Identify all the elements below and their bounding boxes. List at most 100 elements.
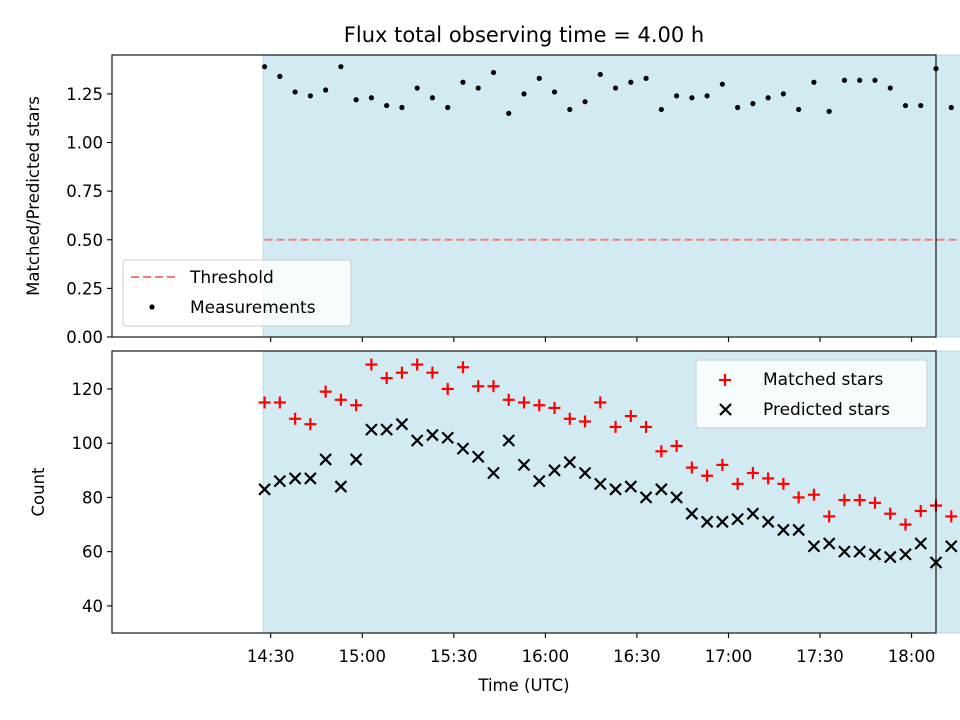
measurement-point xyxy=(521,91,527,97)
matched-point xyxy=(304,418,317,431)
xtick-label: 17:00 xyxy=(705,647,753,666)
measurement-point xyxy=(445,104,451,111)
matched-point xyxy=(807,488,820,501)
matched-point xyxy=(731,477,744,490)
matched-point xyxy=(640,420,653,433)
measurement-point xyxy=(948,104,954,111)
measurement-point xyxy=(597,71,603,78)
predicted-point xyxy=(594,477,607,491)
predicted-point xyxy=(807,539,821,553)
matched-point xyxy=(594,396,607,409)
top-ytick-label: 0.25 xyxy=(66,279,103,298)
matched-point xyxy=(762,472,775,485)
predicted-point xyxy=(777,523,790,537)
matched-point xyxy=(838,494,851,507)
measurement-point xyxy=(475,85,481,91)
matched-point xyxy=(655,445,668,458)
matched-point xyxy=(579,415,592,428)
legend-matched-swatch xyxy=(719,374,731,386)
measurement-point xyxy=(857,77,863,83)
matched-point xyxy=(548,401,561,414)
measurement-point xyxy=(307,93,313,99)
matched-point xyxy=(395,366,408,379)
predicted-point xyxy=(334,480,348,493)
matched-point xyxy=(319,385,332,398)
measurement-point xyxy=(460,79,466,85)
measurement-point xyxy=(704,93,710,99)
measurement-point xyxy=(612,85,619,91)
matched-point xyxy=(670,439,683,452)
matched-point xyxy=(716,458,729,471)
matched-point xyxy=(258,396,271,409)
measurement-point xyxy=(887,85,893,91)
predicted-point xyxy=(655,483,668,496)
measurement-point xyxy=(719,81,725,87)
predicted-point xyxy=(914,537,928,550)
predicted-point xyxy=(838,545,851,558)
matched-point xyxy=(487,380,500,393)
predicted-point xyxy=(365,423,378,436)
top-legend-box xyxy=(122,259,352,327)
xtick-label: 15:00 xyxy=(338,647,386,666)
predicted-point xyxy=(349,453,363,466)
measurement-points xyxy=(261,64,954,116)
legend-predicted-swatch xyxy=(719,403,732,416)
legend-threshold-label: Threshold xyxy=(189,268,274,288)
predicted-point xyxy=(868,548,882,561)
measurement-point xyxy=(582,99,588,105)
top-ytick-label: 0.75 xyxy=(66,182,103,201)
predicted-point xyxy=(578,466,592,480)
matched-point xyxy=(914,504,927,517)
top-panel: 0.00 0.25 0.50 0.75 1.00 1.25 Matched/Predict… xyxy=(24,54,960,347)
measurement-point xyxy=(536,75,542,81)
bottom-ytick-label: 40 xyxy=(82,597,103,616)
measurement-point xyxy=(353,97,359,103)
measurement-point xyxy=(872,77,878,83)
measurement-point xyxy=(750,101,756,107)
x-axis-label: Time (UTC) xyxy=(477,676,569,695)
predicted-point xyxy=(716,515,729,529)
predicted-point xyxy=(700,515,714,529)
matched-point xyxy=(609,420,622,433)
predicted-point xyxy=(441,431,454,445)
matched-point xyxy=(365,358,378,371)
measurement-point xyxy=(735,104,741,111)
bottom-x-ticks: 14:30 15:00 15:30 16:00 16:30 17:00 17:30 18:00… xyxy=(247,633,936,666)
predicted-point xyxy=(258,483,271,496)
measurement-point xyxy=(414,85,420,91)
top-ytick-label: 0.00 xyxy=(66,328,103,347)
matched-point xyxy=(456,361,469,374)
bottom-panel: 40 60 80 100 120 14:30 15:00 15:30 16:00 16:30 17… xyxy=(29,350,960,695)
legend-matched-label: Matched stars xyxy=(763,370,883,390)
top-ytick-label: 1.00 xyxy=(66,134,103,153)
matched-point xyxy=(380,372,393,385)
matched-point xyxy=(289,412,302,425)
xtick-label: 16:00 xyxy=(522,647,570,666)
predicted-point xyxy=(624,480,638,493)
bottom-y-axis-label: Count xyxy=(29,467,48,517)
predicted-point xyxy=(822,537,836,550)
count-points xyxy=(258,358,958,569)
predicted-point xyxy=(380,423,393,436)
matched-point xyxy=(533,399,546,412)
predicted-point xyxy=(548,464,561,477)
bottom-ytick-label: 60 xyxy=(82,543,103,562)
measurement-point xyxy=(292,89,298,95)
legend-measurements-label: Measurements xyxy=(190,298,316,318)
predicted-point xyxy=(746,507,760,520)
predicted-point xyxy=(532,474,546,488)
matched-point xyxy=(884,507,897,520)
predicted-point xyxy=(288,472,302,485)
matched-point xyxy=(899,518,912,531)
matched-point xyxy=(701,469,714,482)
bottom-ytick-label: 120 xyxy=(72,380,104,399)
bottom-legend: Matched stars Predicted stars xyxy=(695,359,928,429)
xtick-label: 15:30 xyxy=(430,647,478,666)
predicted-point xyxy=(517,458,531,472)
measurement-point xyxy=(277,73,283,79)
legend-measurements-swatch xyxy=(149,304,155,310)
xtick-label: 16:30 xyxy=(613,647,661,666)
xtick-label: 18:00 xyxy=(888,647,936,666)
predicted-point xyxy=(731,512,744,526)
measurement-point xyxy=(826,108,832,114)
